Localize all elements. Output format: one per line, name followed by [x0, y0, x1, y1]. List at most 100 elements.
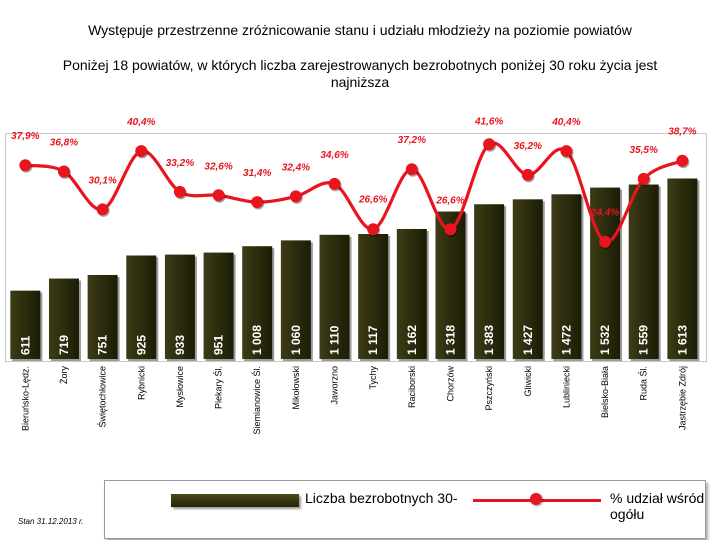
category-label: Gliwicki [523, 366, 533, 397]
line-marker [289, 190, 302, 203]
line-marker [483, 138, 496, 151]
category-label: Chorzów [445, 366, 455, 402]
category-label: Świętochłowice [97, 366, 108, 428]
bar [551, 194, 582, 359]
bar-value-label: 611 [18, 335, 32, 355]
bar [242, 246, 273, 359]
bar-value-label: 1 532 [598, 325, 612, 355]
line-value-label: 40,4% [551, 117, 580, 128]
category-label: Jastrzębie Zdrój [677, 366, 687, 430]
line-marker [676, 154, 689, 167]
line-marker [212, 189, 225, 202]
line-value-label: 41,6% [474, 116, 503, 127]
line-value-label: 26,6% [358, 194, 387, 205]
category-label: Bielsko-Biała [600, 366, 610, 418]
line-value-label: 37,9% [11, 131, 39, 142]
category-label: Piekary Śl. [213, 366, 224, 409]
legend-line-marker [530, 493, 542, 505]
category-label: Żory [59, 366, 69, 385]
bar-value-label: 925 [134, 335, 148, 355]
legend-bar-label: Liczba bezrobotnych 30- [305, 490, 458, 506]
bar [474, 204, 505, 359]
plot-area-frame [5, 133, 707, 362]
category-label: Ruda Śl. [638, 366, 649, 401]
category-label: Raciborski [407, 366, 417, 408]
line-marker [560, 145, 573, 158]
line-marker [328, 177, 341, 190]
bar [87, 274, 118, 359]
line-marker [135, 145, 148, 158]
bar [396, 228, 427, 359]
bar [203, 252, 234, 359]
category-label: Rybnicki [136, 366, 146, 400]
category-label: Mikołowski [291, 366, 301, 410]
line-marker [521, 168, 534, 181]
line-marker [57, 165, 70, 178]
chart-subtitle: Poniżej 18 powiatów, w których liczba za… [62, 57, 658, 90]
bar-value-label: 1 613 [675, 325, 689, 355]
category-label: Tychy [368, 366, 378, 390]
bar-value-label: 1 427 [521, 325, 535, 355]
bar [10, 290, 41, 359]
line-marker [251, 196, 264, 209]
line-value-label: 35,5% [630, 145, 658, 156]
line-value-label: 33,2% [166, 158, 194, 169]
bar [590, 187, 621, 359]
legend: Liczba bezrobotnych 30- % udział wśród o… [104, 480, 706, 539]
line-marker [405, 163, 418, 176]
line-value-label: 30,1% [88, 175, 116, 186]
legend-bar-swatch [171, 494, 299, 507]
line-value-label: 26,6% [435, 195, 464, 206]
bar-value-label: 1 472 [559, 325, 573, 355]
line-marker [96, 203, 109, 216]
chart-title: Występuje przestrzenne zróżnicowanie sta… [88, 22, 632, 38]
bar-value-label: 719 [57, 335, 71, 355]
line-value-label: 31,4% [243, 168, 271, 179]
bar [126, 255, 157, 359]
line-value-label: 24,4% [590, 208, 619, 219]
line-value-label: 34,6% [320, 150, 348, 161]
line-marker [19, 159, 32, 172]
line-value-label: 40,4% [126, 117, 155, 128]
bar-value-label: 1 383 [482, 325, 496, 355]
category-label: Bieruńsko-Lędz. [20, 366, 30, 431]
combo-chart: 611 719 751 925 933 951 1 008 1 060 1 110 1 117 1 … [10, 116, 700, 435]
category-label: Siemianowice Śl. [251, 366, 262, 435]
percent-line [25, 141, 684, 244]
line-value-label: 36,2% [514, 141, 542, 152]
bar [164, 254, 195, 359]
line-marker [444, 223, 457, 236]
bar-value-label: 1 117 [366, 325, 380, 355]
line-marker [367, 223, 380, 236]
line-value-label: 32,4% [282, 162, 310, 173]
bar [48, 278, 79, 359]
line-marker [637, 172, 650, 185]
legend-line-label: % udział wśród ogółu [610, 490, 705, 522]
bar [435, 211, 466, 359]
bar-value-label: 951 [212, 335, 226, 355]
footnote-date: Stan 31.12.2013 r. [18, 517, 84, 526]
bar [628, 184, 659, 359]
bar [512, 199, 543, 359]
category-label: Jaworzno [330, 366, 340, 405]
bar-value-label: 1 008 [250, 325, 264, 355]
bar [667, 178, 698, 359]
line-marker [599, 235, 612, 248]
bar-value-label: 751 [96, 335, 110, 355]
line-value-label: 37,2% [398, 135, 426, 146]
bar [280, 240, 311, 359]
line-marker [173, 185, 186, 198]
bar [358, 234, 389, 359]
category-label: Lubliniecki [561, 366, 571, 408]
line-value-label: 36,8% [50, 137, 78, 148]
line-value-label: 38,7% [668, 127, 696, 138]
bar-value-label: 1 318 [443, 325, 457, 355]
category-label: Mysłowice [175, 366, 185, 408]
bar [319, 234, 350, 359]
bar-value-label: 933 [173, 335, 187, 355]
bar-value-label: 1 559 [637, 325, 651, 355]
category-label: Pszczyński [484, 366, 494, 411]
bar-value-label: 1 162 [405, 325, 419, 355]
bar-value-label: 1 060 [289, 325, 303, 355]
line-value-label: 32,6% [204, 161, 232, 172]
